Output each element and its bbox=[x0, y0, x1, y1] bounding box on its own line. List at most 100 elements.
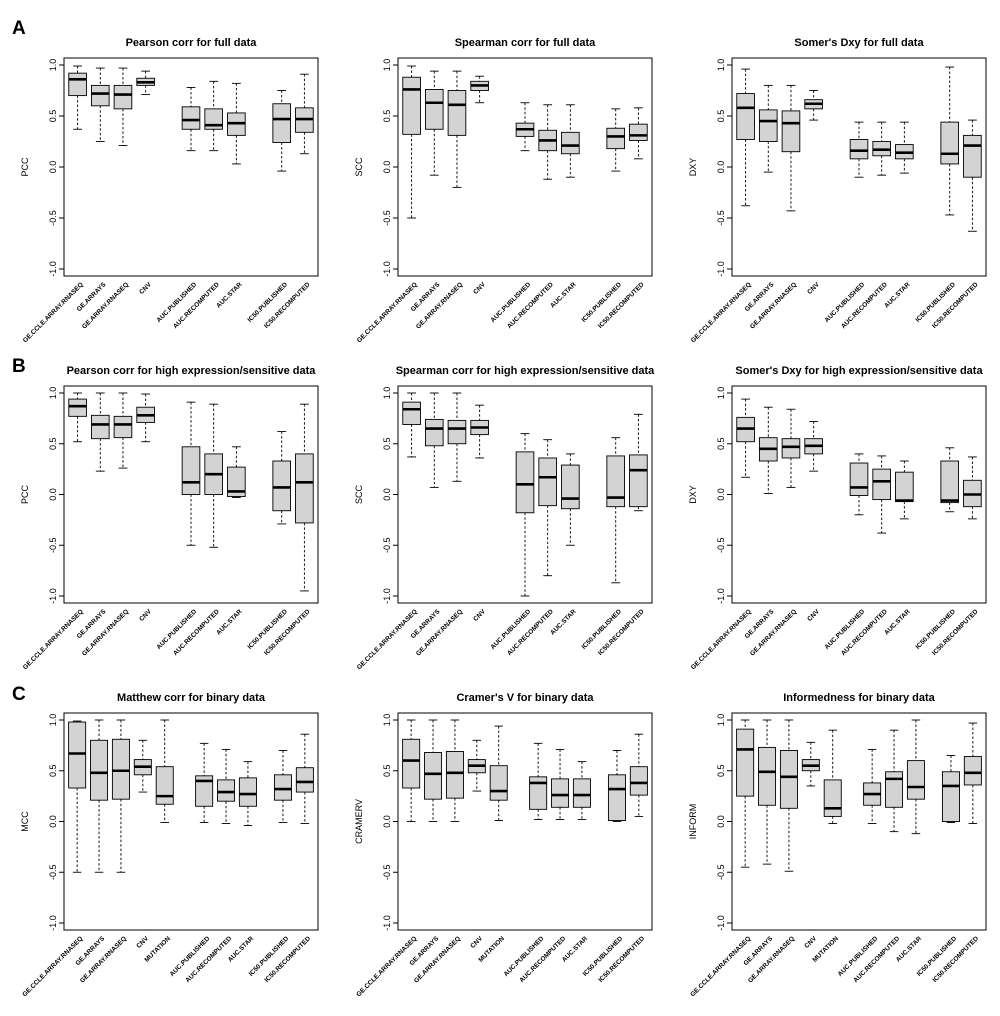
chart-7-box-1 bbox=[424, 752, 443, 800]
chart-0-category-label-2: GE.ARRAY.RNASEQ bbox=[81, 281, 130, 330]
chart-0-ytick-label-2: 0.0 bbox=[48, 161, 58, 174]
chart-2-category-label-4: AUC.PUBLISHED bbox=[823, 281, 866, 324]
chart-3-category-label-8: IC50.RECOMPUTED bbox=[263, 608, 312, 657]
chart-8-category-label-0: GE.CCLE.ARRAY.RNASEQ bbox=[689, 935, 752, 998]
chart-1-box-7 bbox=[606, 127, 626, 150]
chart-1-category-label-0: GE.CCLE.ARRAY.RNASEQ bbox=[356, 281, 419, 344]
chart-3-box-1 bbox=[90, 414, 110, 440]
chart-0-box-2 bbox=[113, 84, 133, 110]
chart-3-category-label-5: AUC.RECOMPUTED bbox=[172, 608, 221, 657]
chart-0-category-label-7: IC50.PUBLISHED bbox=[246, 281, 289, 324]
chart-6-category-label-5: AUC.PUBLISHED bbox=[169, 935, 212, 978]
chart-2-box-4 bbox=[849, 139, 869, 160]
chart-5-ytick-label-3: 0.5 bbox=[716, 437, 726, 450]
chart-7-category-label-3: CNV bbox=[469, 935, 484, 950]
chart-6-ytick-label-2: 0.0 bbox=[48, 815, 58, 828]
chart-5-category-label-0: GE.CCLE.ARRAY.RNASEQ bbox=[690, 608, 753, 671]
chart-8-box-2 bbox=[779, 750, 798, 809]
chart-4-box-1 bbox=[424, 418, 444, 447]
chart-5-box-6 bbox=[895, 471, 914, 503]
chart-2-title: Somer's Dxy for full data bbox=[794, 37, 924, 49]
chart-2-category-label-2: GE.ARRAY.RNASEQ bbox=[749, 281, 798, 330]
chart-7-category-label-0: GE.CCLE.ARRAY.RNASEQ bbox=[355, 935, 418, 998]
panel-letter-b: B bbox=[12, 356, 26, 377]
chart-2-box-7 bbox=[940, 121, 960, 165]
chart-2-ytick-label-3: 0.5 bbox=[716, 110, 726, 123]
chart-3-box-6 bbox=[227, 466, 246, 497]
chart-5-box-7 bbox=[940, 460, 960, 504]
chart-6-category-label-8: IC50.PUBLISHED bbox=[248, 935, 291, 978]
chart-5-box-2 bbox=[781, 438, 801, 459]
chart-7-ytick-label-2: 0.0 bbox=[382, 815, 392, 828]
chart-5-category-label-7: IC50.PUBLISHED bbox=[914, 608, 957, 651]
chart-3-category-label-4: AUC.PUBLISHED bbox=[155, 608, 198, 651]
chart-4-category-label-2: GE.ARRAY.RNASEQ bbox=[415, 608, 464, 657]
chart-1-ylabel: SCC bbox=[354, 157, 364, 177]
chart-7-ytick-label-1: -0.5 bbox=[382, 864, 392, 880]
chart-7-category-label-5: AUC.PUBLISHED bbox=[503, 935, 546, 978]
chart-4-title: Spearman corr for high expression/sensit… bbox=[396, 365, 655, 377]
chart-5-ytick-label-1: -0.5 bbox=[716, 537, 726, 553]
chart-1-title: Spearman corr for full data bbox=[455, 37, 596, 49]
chart-8-ytick-label-4: 1.0 bbox=[716, 714, 726, 727]
chart-7-box-8 bbox=[607, 774, 626, 821]
chart-1-category-label-3: CNV bbox=[472, 281, 487, 296]
panel-letter-c: C bbox=[12, 684, 26, 705]
chart-2-category-label-3: CNV bbox=[806, 281, 821, 296]
chart-0-category-label-0: GE.CCLE.ARRAY.RNASEQ bbox=[22, 281, 85, 344]
chart-6-ytick-label-1: -0.5 bbox=[48, 864, 58, 880]
chart-1-box-8 bbox=[629, 123, 648, 141]
chart-2-box-1 bbox=[758, 109, 778, 142]
chart-2-ytick-label-1: -0.5 bbox=[716, 210, 726, 226]
chart-5-ylabel: DXY bbox=[688, 485, 698, 504]
chart-6-ytick-label-3: 0.5 bbox=[48, 764, 58, 777]
chart-2-category-label-0: GE.CCLE.ARRAY.RNASEQ bbox=[690, 281, 753, 344]
chart-3-category-label-0: GE.CCLE.ARRAY.RNASEQ bbox=[22, 608, 85, 671]
chart-6-category-label-0: GE.CCLE.ARRAY.RNASEQ bbox=[21, 935, 84, 998]
chart-0-ylabel: PCC bbox=[20, 157, 30, 177]
chart-4-category-label-7: IC50.PUBLISHED bbox=[580, 608, 623, 651]
chart-6-box-5 bbox=[195, 775, 214, 807]
chart-3-category-label-3: CNV bbox=[138, 608, 153, 623]
chart-5-category-label-5: AUC.RECOMPUTED bbox=[840, 608, 889, 657]
chart-7-box-0 bbox=[402, 738, 421, 789]
chart-2-ytick-label-2: 0.0 bbox=[716, 161, 726, 174]
chart-2-ylabel: DXY bbox=[688, 158, 698, 177]
chart-3-category-label-2: GE.ARRAY.RNASEQ bbox=[81, 608, 130, 657]
chart-1-category-label-4: AUC.PUBLISHED bbox=[489, 281, 532, 324]
chart-3-box-7 bbox=[272, 460, 292, 512]
chart-6-ytick-label-4: 1.0 bbox=[48, 714, 58, 727]
chart-7-ytick-label-4: 1.0 bbox=[382, 714, 392, 727]
chart-8-box-9 bbox=[963, 756, 982, 786]
chart-1-box-1 bbox=[424, 89, 444, 130]
chart-6-box-7 bbox=[238, 777, 257, 807]
chart-1-category-label-8: IC50.RECOMPUTED bbox=[597, 281, 646, 330]
chart-2-box-0 bbox=[736, 93, 755, 140]
chart-4-category-label-5: AUC.RECOMPUTED bbox=[506, 608, 555, 657]
chart-8-category-label-5: AUC.PUBLISHED bbox=[837, 935, 880, 978]
chart-2-box-2 bbox=[781, 110, 801, 153]
chart-3-category-label-7: IC50.PUBLISHED bbox=[246, 608, 289, 651]
chart-5-box-5 bbox=[872, 468, 891, 501]
chart-1-ytick-label-1: -0.5 bbox=[382, 210, 392, 226]
chart-0-box-4 bbox=[181, 106, 201, 130]
chart-1-box-2 bbox=[447, 90, 467, 136]
chart-5-ytick-label-4: 1.0 bbox=[716, 387, 726, 400]
chart-5-category-label-8: IC50.RECOMPUTED bbox=[931, 608, 980, 657]
chart-3-box-4 bbox=[181, 446, 201, 495]
chart-1-box-6 bbox=[561, 131, 580, 155]
chart-1-ytick-label-2: 0.0 bbox=[382, 161, 392, 174]
chart-1-category-label-5: AUC.RECOMPUTED bbox=[506, 281, 555, 330]
chart-5-title: Somer's Dxy for high expression/sensitiv… bbox=[735, 365, 983, 377]
chart-8-box-7 bbox=[906, 760, 925, 800]
chart-4-box-0 bbox=[402, 401, 421, 425]
chart-8-box-1 bbox=[758, 746, 777, 806]
chart-2-category-label-7: IC50.PUBLISHED bbox=[914, 281, 957, 324]
chart-3-box-8 bbox=[295, 453, 314, 524]
chart-7-box-5 bbox=[529, 776, 548, 810]
chart-5-category-label-3: CNV bbox=[806, 608, 821, 623]
chart-7-ytick-label-3: 0.5 bbox=[382, 764, 392, 777]
chart-1-category-label-7: IC50.PUBLISHED bbox=[580, 281, 623, 324]
